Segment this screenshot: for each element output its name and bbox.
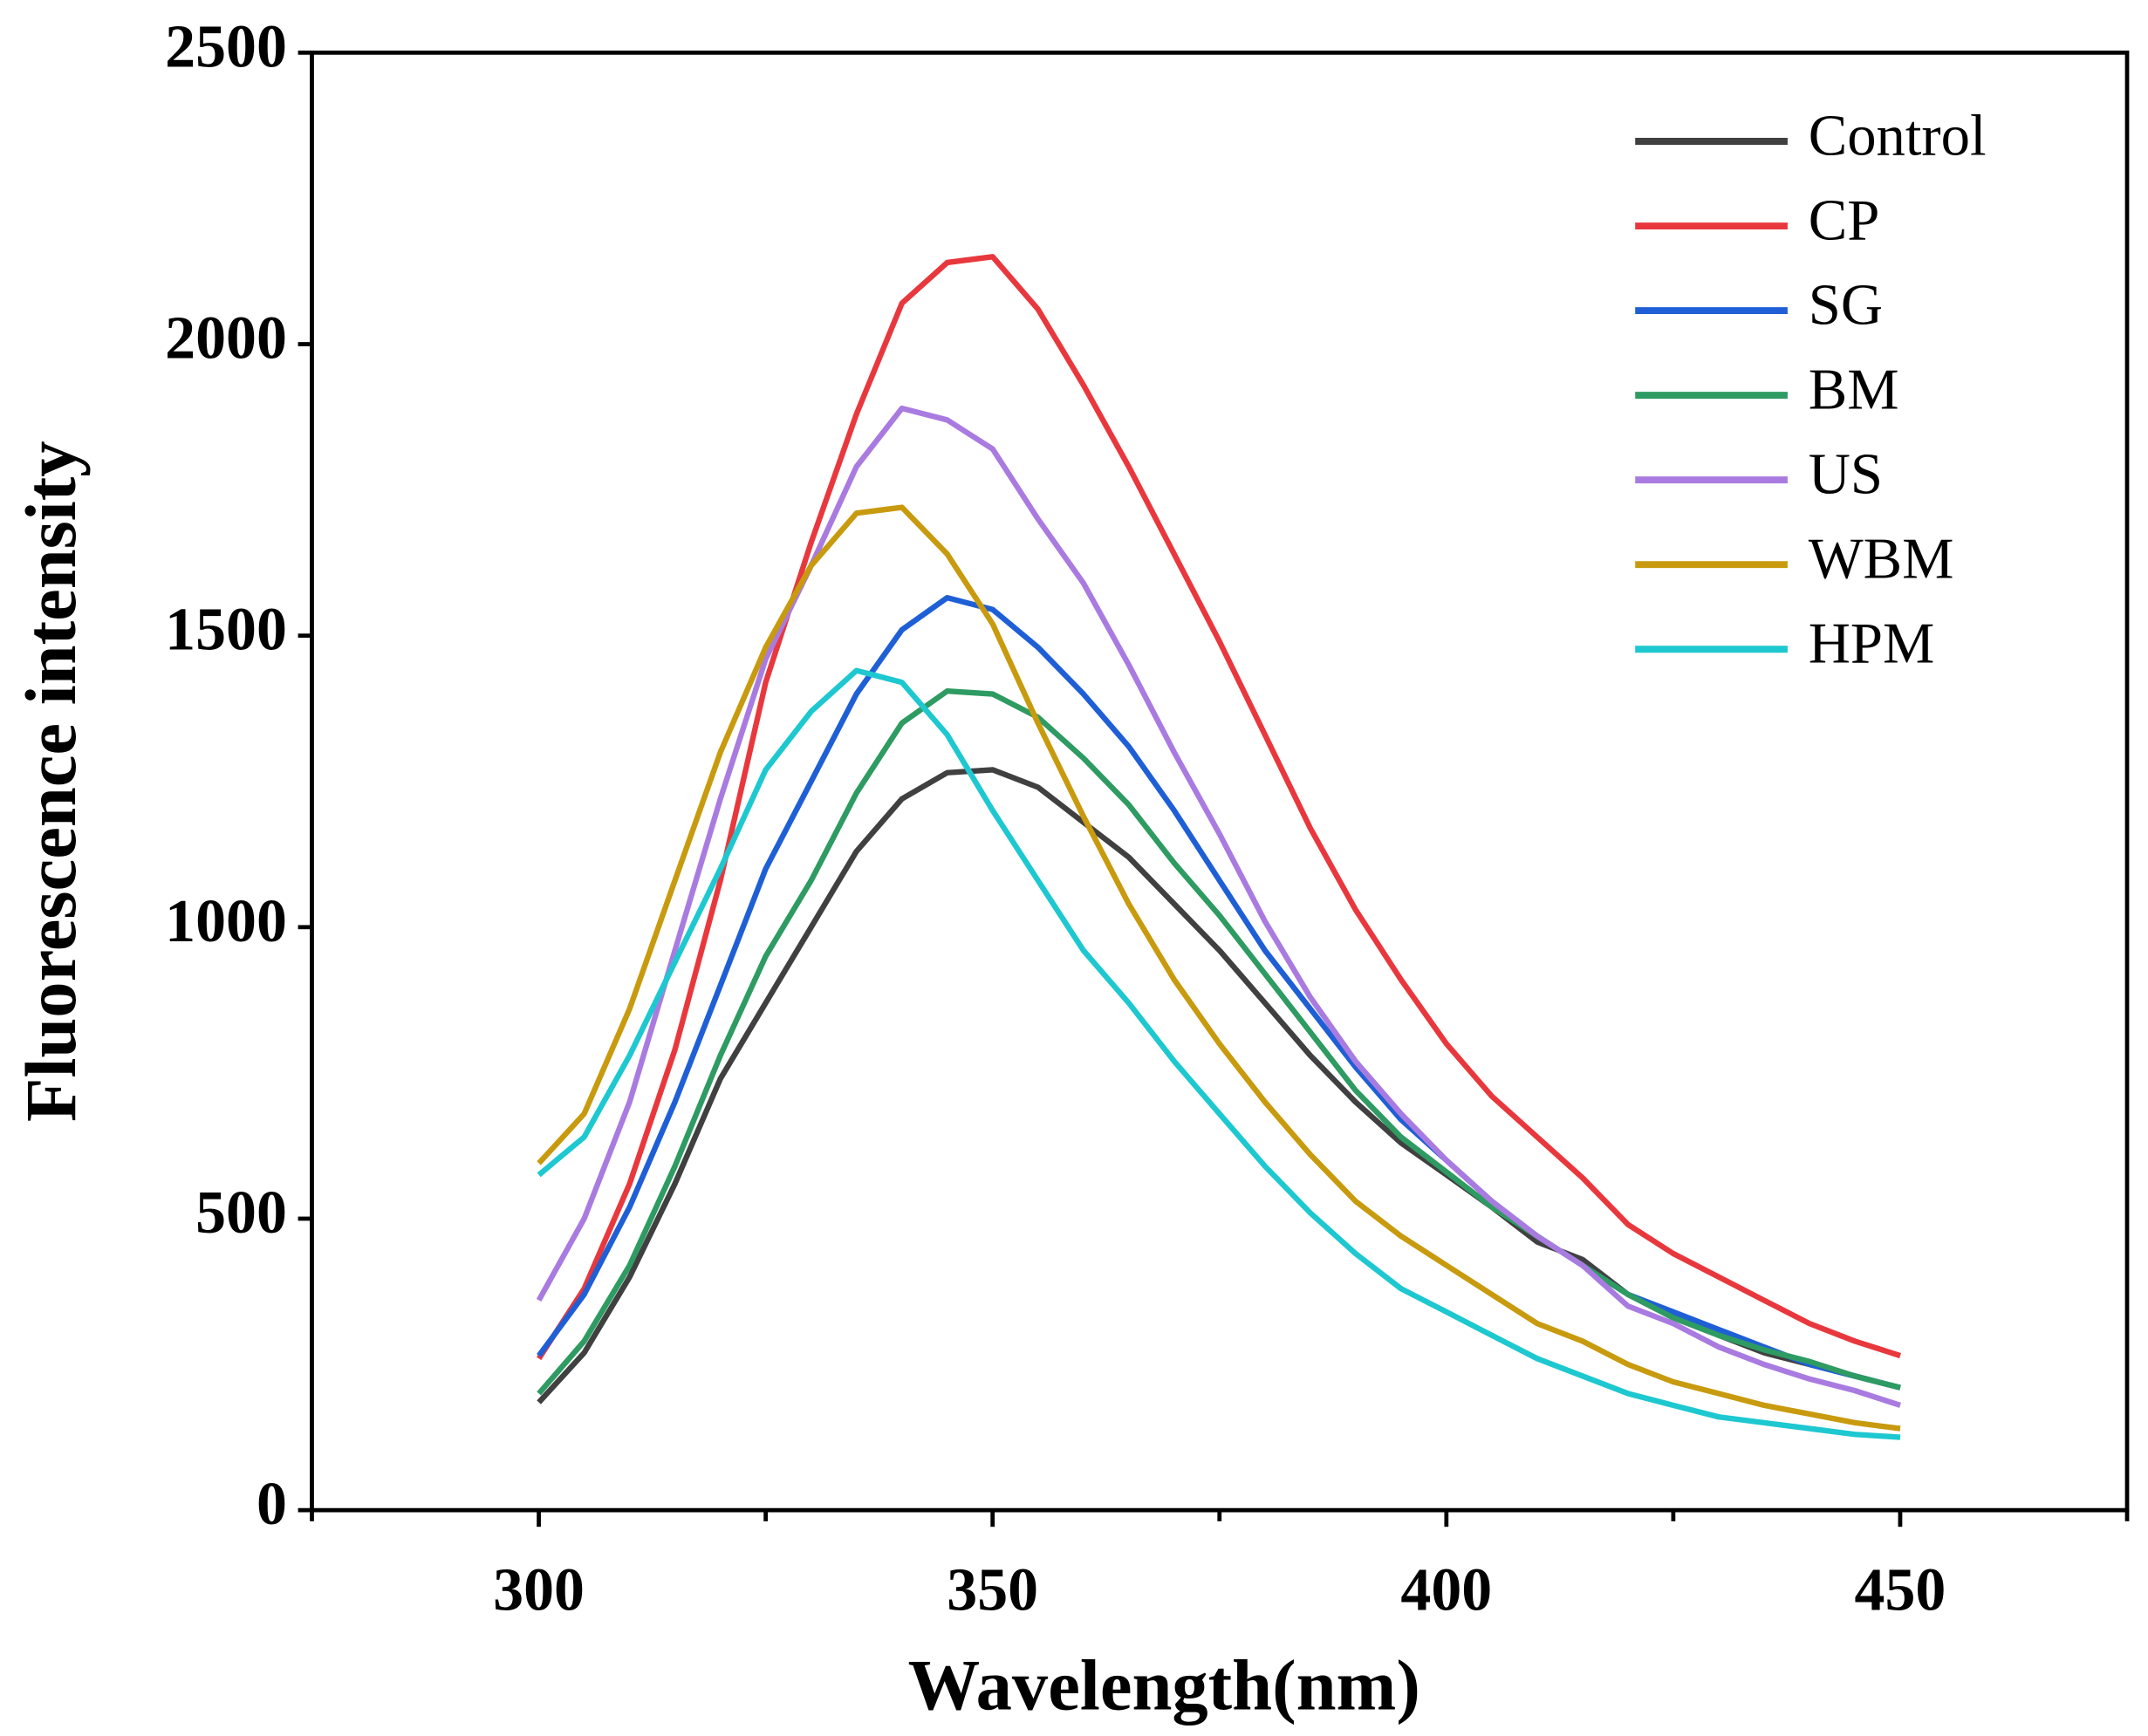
legend-label: US (1809, 442, 1883, 506)
plot-frame (310, 50, 2130, 1513)
legend-label: CP (1809, 188, 1880, 252)
legend-label: WBM (1809, 527, 1954, 591)
y-tick-label: 2000 (165, 305, 287, 372)
y-tick-label: 2500 (165, 13, 287, 80)
series-line (537, 504, 1901, 1432)
series-line (537, 767, 1901, 1405)
y-tick-label: 0 (257, 1471, 287, 1538)
legend-label: Control (1809, 104, 1987, 167)
series-line (537, 688, 1901, 1396)
x-tick-label: 450 (1855, 1557, 1946, 1624)
legend-label: SG (1809, 273, 1883, 337)
x-tick-label: 300 (493, 1557, 585, 1624)
series-line (537, 667, 1901, 1440)
y-axis-title: Fluorescence intensity (10, 441, 91, 1122)
x-tick-label: 400 (1400, 1557, 1492, 1624)
legend-label: HPM (1809, 612, 1935, 676)
x-tick-label: 350 (947, 1557, 1038, 1624)
x-axis-title: Wavelength(nm) (908, 1645, 1420, 1726)
y-tick-label: 500 (195, 1179, 287, 1247)
series-line (536, 405, 1902, 1408)
legend-label: BM (1809, 358, 1899, 421)
y-tick-label: 1000 (165, 888, 287, 955)
series-line (537, 594, 1901, 1391)
y-tick-label: 1500 (165, 597, 287, 664)
series-line (536, 254, 1902, 1361)
